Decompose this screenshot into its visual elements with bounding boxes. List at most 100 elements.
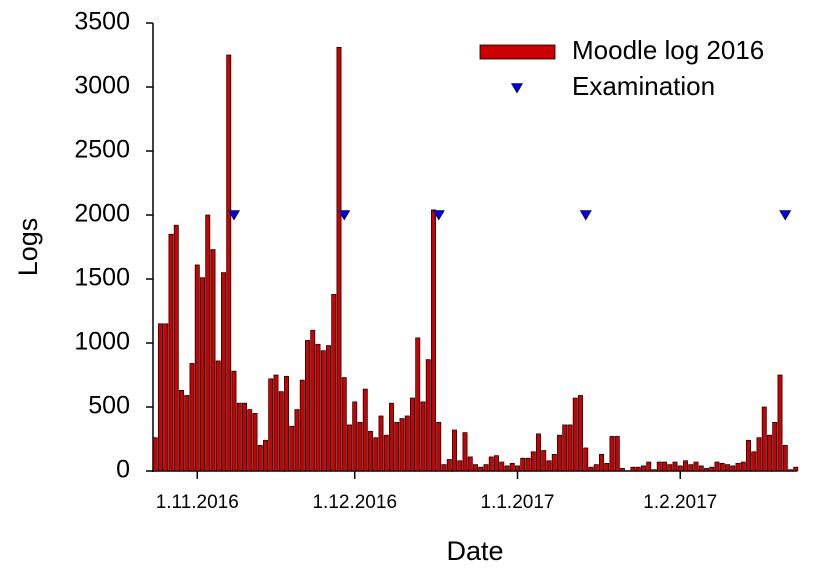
bar (562, 424, 568, 472)
bar (688, 464, 694, 472)
bar (410, 397, 415, 472)
bar (404, 415, 410, 472)
bar (604, 462, 610, 472)
bar (578, 395, 583, 472)
bar (551, 454, 557, 472)
bar (200, 277, 205, 472)
bar (263, 439, 268, 472)
bar (620, 468, 625, 472)
bar (756, 437, 762, 472)
bar (683, 460, 688, 472)
bar (614, 436, 620, 472)
bar (168, 233, 174, 472)
bar (499, 461, 505, 472)
bar (725, 464, 730, 472)
bar (352, 401, 358, 472)
bar (567, 424, 573, 472)
bar (315, 343, 321, 472)
bar (268, 378, 274, 472)
bar (772, 422, 778, 472)
bar (609, 436, 615, 472)
exam-marker (227, 210, 241, 221)
bar (483, 464, 489, 472)
x-tick-label: 1.1.2017 (481, 492, 555, 513)
x-tick-label: 1.11.2016 (156, 492, 239, 513)
bar (509, 462, 515, 472)
bar (777, 374, 783, 472)
x-axis-label: Date (446, 536, 503, 566)
bar (158, 323, 163, 472)
bar (667, 464, 673, 472)
bar (656, 461, 662, 472)
bar (541, 450, 547, 472)
bar (473, 464, 478, 472)
bar (662, 461, 667, 472)
bar (583, 447, 589, 472)
bar (163, 323, 169, 472)
bar (373, 437, 379, 472)
bar (310, 329, 316, 472)
bar (651, 469, 657, 472)
bar (520, 457, 526, 472)
bar (641, 465, 646, 472)
bar (257, 445, 263, 472)
bar (357, 422, 363, 472)
bar (730, 465, 736, 472)
bar (236, 402, 242, 472)
bar (389, 402, 394, 472)
bar (436, 422, 442, 472)
bar (536, 433, 541, 472)
bar (525, 457, 531, 472)
bar (452, 429, 457, 472)
bar (735, 462, 741, 472)
bar (677, 465, 683, 472)
bar (782, 445, 788, 472)
bar (761, 406, 767, 472)
bar (557, 434, 562, 472)
bar (383, 434, 389, 472)
bar (205, 214, 211, 472)
bar (173, 224, 179, 472)
bar (462, 432, 468, 472)
bar (331, 294, 337, 472)
bar (431, 209, 436, 472)
bar (672, 461, 678, 472)
bar (294, 409, 300, 472)
y-tick-label: 3000 (74, 72, 130, 100)
bar (441, 464, 447, 472)
bar (336, 46, 342, 472)
bar (515, 465, 520, 472)
bar (709, 466, 715, 472)
bar (341, 377, 347, 472)
bar (646, 461, 652, 472)
bar (215, 360, 221, 472)
legend-label: Moodle log 2016 (572, 35, 764, 65)
bar (394, 422, 400, 472)
bar (305, 340, 310, 472)
bar (326, 345, 331, 472)
exam-marker (432, 210, 445, 221)
bar (572, 397, 578, 472)
y-tick-label: 2000 (74, 200, 130, 228)
bar (247, 409, 253, 472)
legend-swatch (479, 44, 556, 60)
bar (751, 451, 757, 472)
bar (698, 465, 704, 472)
bar (630, 466, 636, 472)
x-tick-label: 1.12.2016 (312, 492, 397, 513)
y-tick-label: 0 (116, 456, 130, 484)
exam-marker (338, 210, 351, 221)
y-tick-label: 3500 (74, 8, 130, 36)
y-tick-label: 500 (88, 392, 130, 420)
bar (746, 439, 751, 472)
bar (588, 466, 594, 472)
y-axis-label: Logs (13, 218, 43, 277)
y-tick-label: 1000 (74, 328, 130, 356)
bar (719, 462, 725, 472)
bar (278, 391, 284, 472)
bar (378, 415, 384, 472)
legend-label: Examination (572, 71, 715, 101)
bar (788, 469, 793, 472)
bar (546, 460, 552, 472)
